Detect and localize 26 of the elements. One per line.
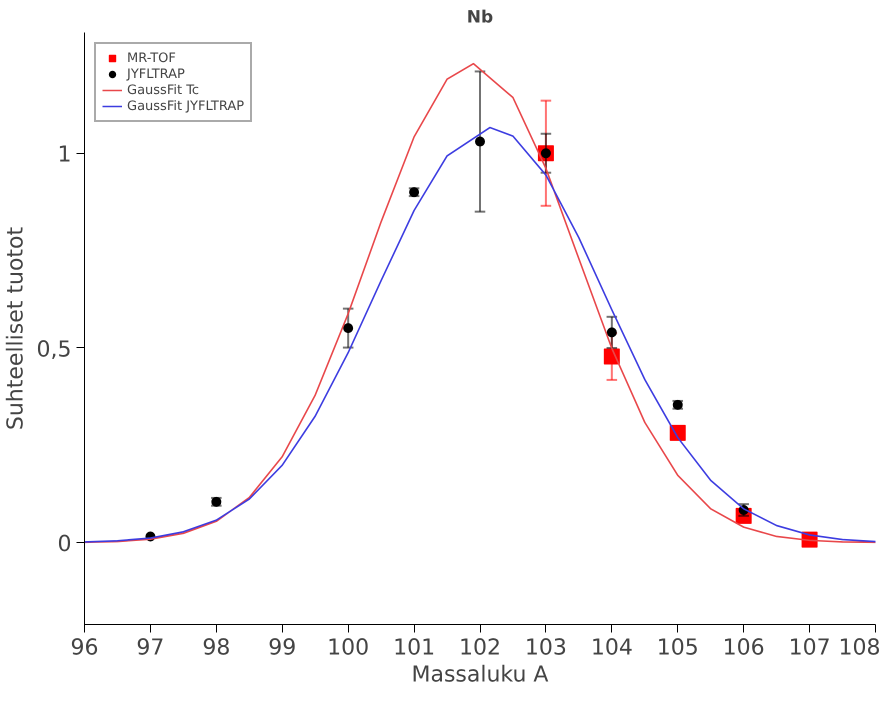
point xyxy=(606,327,617,338)
x-tick-label: 103 xyxy=(524,636,567,660)
legend-label: MR-TOF xyxy=(127,50,176,66)
point xyxy=(343,323,354,334)
x-tick-label: 96 xyxy=(70,636,99,660)
point xyxy=(475,136,485,147)
x-tick-label: 108 xyxy=(838,636,881,660)
x-tick-label: 100 xyxy=(327,636,370,660)
x-tick-label: 97 xyxy=(136,636,164,660)
legend-label: JYFLTRAP xyxy=(127,66,185,82)
chart-title: Nb xyxy=(466,8,494,28)
y-tick-label: 0 xyxy=(58,532,72,558)
x-tick-label: 99 xyxy=(268,636,296,660)
y-axis-title: Suhteelliset tuotot xyxy=(4,226,29,430)
legend-label: GaussFit Tc xyxy=(127,82,200,98)
legend-label: GaussFit JYFLTRAP xyxy=(127,98,244,114)
x-tick-label: 98 xyxy=(202,636,230,660)
x-tick-label: 101 xyxy=(393,636,436,660)
x-tick-label: 102 xyxy=(459,636,502,660)
x-axis-title: Massaluku A xyxy=(412,662,548,688)
x-tick-label: 106 xyxy=(722,636,765,660)
y-tick-label: 0,5 xyxy=(36,337,72,362)
x-tick-label: 105 xyxy=(656,636,699,660)
y-tick-label: 1 xyxy=(58,142,72,168)
x-tick-label: 104 xyxy=(590,636,633,660)
x-tick-label: 107 xyxy=(788,636,831,660)
